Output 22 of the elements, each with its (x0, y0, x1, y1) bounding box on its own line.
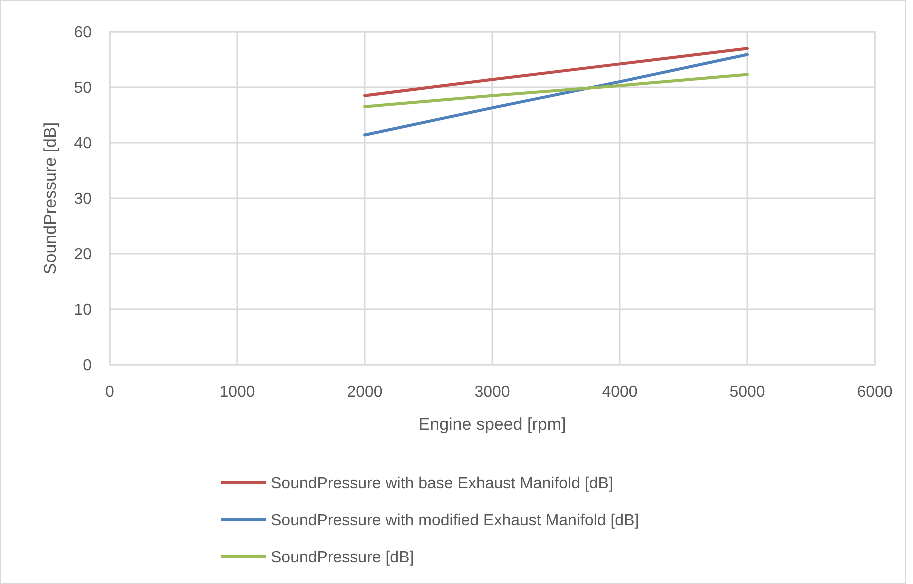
line-series (364, 73, 749, 108)
line-series (364, 47, 749, 98)
line-series (364, 53, 749, 137)
y-tick-label: 60 (74, 24, 92, 42)
legend-label: SoundPressure with base Exhaust Manifold [dB] (271, 476, 614, 493)
y-tick-label: 50 (74, 80, 92, 98)
x-axis-title: Engine speed [rpm] (418, 415, 566, 434)
y-tick-label: 40 (74, 136, 92, 153)
x-tick-label: 5000 (730, 384, 766, 401)
legend-label: SoundPressure [dB] (271, 550, 414, 567)
x-tick-label: 1000 (220, 384, 256, 401)
y-tick-label: 10 (74, 302, 92, 320)
y-tick-label: 20 (74, 246, 92, 264)
y-tick-label: 30 (74, 191, 92, 208)
x-tick-label: 4000 (602, 384, 638, 401)
x-tick-label: 0 (106, 384, 115, 401)
x-tick-label: 2000 (347, 384, 383, 401)
legend-label: SoundPressure with modified Exhaust Manifold [dB] (271, 512, 640, 530)
x-tick-label: 6000 (857, 384, 893, 401)
x-tick-label: 3000 (474, 384, 510, 401)
y-tick-label: 0 (83, 358, 92, 375)
y-axis-title: SoundPressure [dB] (41, 122, 60, 275)
